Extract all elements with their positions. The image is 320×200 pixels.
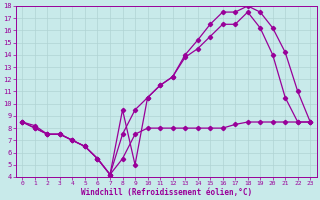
X-axis label: Windchill (Refroidissement éolien,°C): Windchill (Refroidissement éolien,°C) <box>81 188 252 197</box>
